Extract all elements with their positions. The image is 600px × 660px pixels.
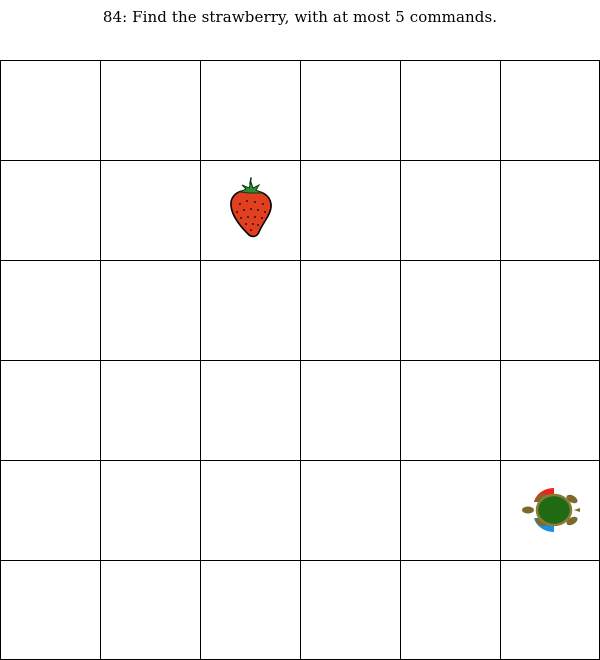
turtle-icon bbox=[500, 460, 600, 560]
board-grid bbox=[0, 60, 600, 660]
game-board bbox=[0, 60, 600, 660]
puzzle-title: 84: Find the strawberry, with at most 5 … bbox=[102, 8, 498, 26]
strawberry-icon bbox=[200, 160, 300, 260]
